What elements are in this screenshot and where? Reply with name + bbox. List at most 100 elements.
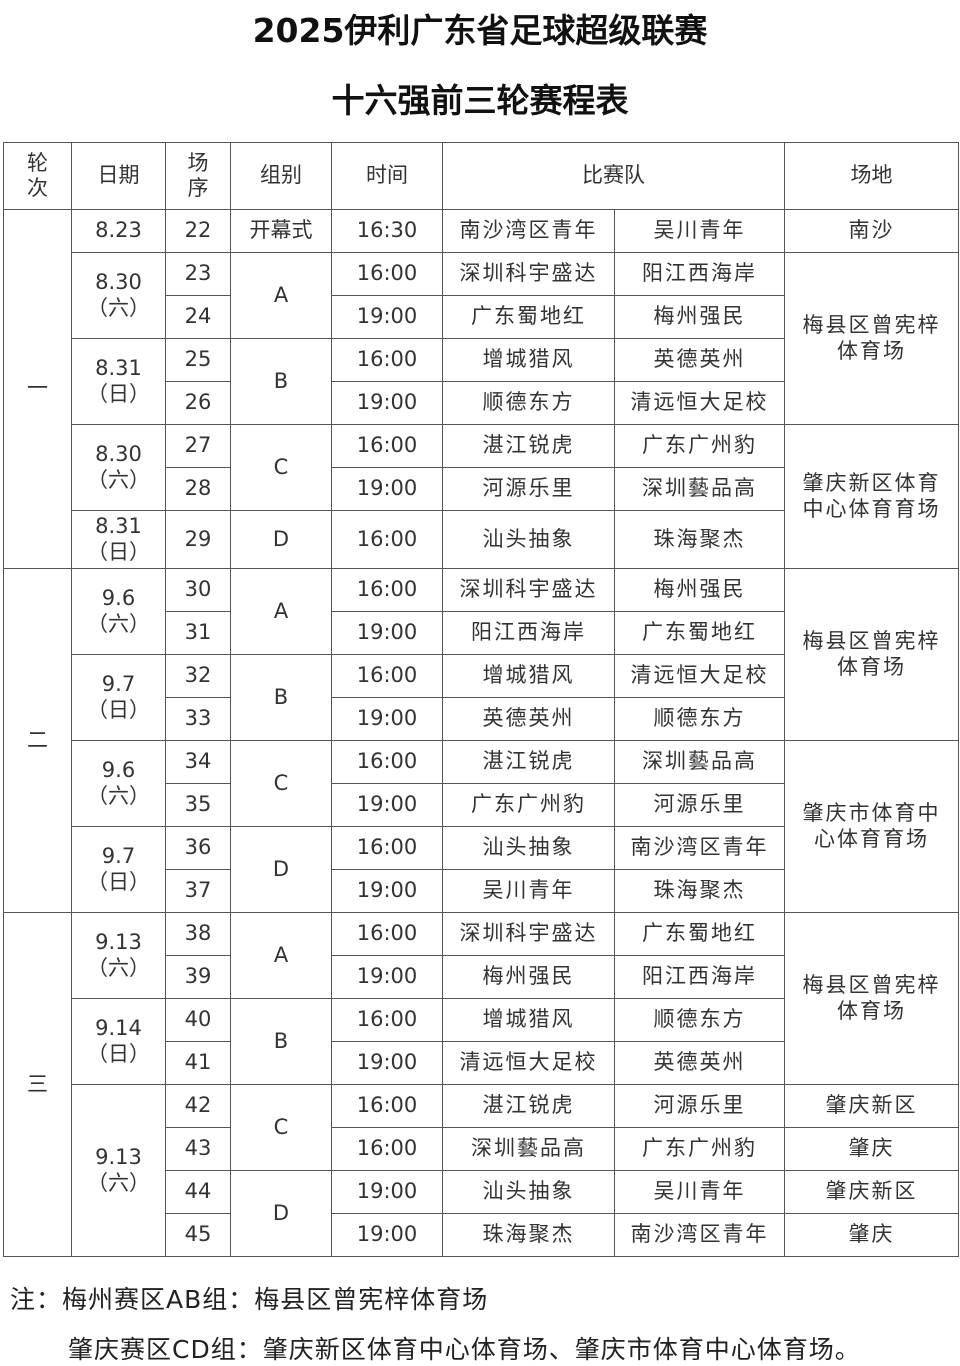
venue-cell: 梅县区曾宪梓 体育场 bbox=[784, 568, 959, 741]
time-cell: 19:00 bbox=[331, 955, 443, 999]
home-team-cell: 湛江锐虎 bbox=[442, 740, 615, 784]
away-team-cell: 河源乐里 bbox=[614, 783, 785, 827]
away-team-cell: 深圳藝品高 bbox=[614, 467, 785, 511]
group-cell: B bbox=[230, 654, 332, 741]
header-round: 轮 次 bbox=[3, 142, 72, 210]
group-cell: A bbox=[230, 912, 332, 999]
time-cell: 19:00 bbox=[331, 381, 443, 425]
home-team-cell: 汕头抽象 bbox=[442, 1170, 615, 1214]
date-value: 9.7 bbox=[101, 672, 136, 697]
date-cell: 8.30 （六） bbox=[71, 424, 166, 511]
time-cell: 16:00 bbox=[331, 826, 443, 870]
header-teams: 比赛队 bbox=[442, 142, 785, 210]
date-value: 9.6 bbox=[101, 758, 136, 783]
date-value: 9.7 bbox=[101, 844, 136, 869]
away-team-cell: 广东蜀地红 bbox=[614, 611, 785, 655]
table-row: 8.31 （日） 25 B 16:00 增城猎风 英德英州 bbox=[4, 338, 959, 425]
match-no-cell: 22 bbox=[165, 209, 231, 253]
home-team-cell: 湛江锐虎 bbox=[442, 1084, 615, 1128]
time-cell: 19:00 bbox=[331, 1170, 443, 1214]
weekday-value: （日） bbox=[87, 1041, 150, 1066]
home-team-cell: 南沙湾区青年 bbox=[442, 209, 615, 253]
date-value: 8.30 bbox=[95, 442, 142, 467]
match-no-cell: 33 bbox=[165, 697, 231, 741]
match-no-cell: 34 bbox=[165, 740, 231, 784]
weekday-value: （六） bbox=[87, 783, 150, 808]
header-match-no: 场 序 bbox=[165, 142, 231, 210]
date-cell: 8.23 bbox=[71, 209, 166, 253]
group-cell: A bbox=[230, 252, 332, 339]
time-cell: 16:00 bbox=[331, 338, 443, 382]
table-row: 8.30 （六） 27 C 16:00 湛江锐虎 广东广州豹 肇庆新区体育 中心体育育场 bbox=[4, 424, 959, 569]
home-team-cell: 广东蜀地红 bbox=[442, 295, 615, 339]
venue-cell: 梅县区曾宪梓 体育场 bbox=[784, 912, 959, 1085]
time-cell: 16:00 bbox=[331, 568, 443, 612]
away-team-cell: 梅州强民 bbox=[614, 568, 785, 612]
venue-cell: 肇庆新区体育 中心体育育场 bbox=[784, 424, 959, 569]
table-row: 35 19:00 广东广州豹 河源乐里 bbox=[4, 783, 959, 827]
away-team-cell: 深圳藝品高 bbox=[614, 740, 785, 784]
document-title: 2025伊利广东省足球超级联赛 bbox=[252, 11, 708, 50]
date-value: 9.13 bbox=[95, 1145, 142, 1170]
time-cell: 16:00 bbox=[331, 1084, 443, 1128]
table-row: 45 19:00 珠海聚杰 南沙湾区青年 肇庆 bbox=[4, 1213, 959, 1257]
date-cell: 9.14 （日） bbox=[71, 998, 166, 1085]
time-cell: 19:00 bbox=[331, 611, 443, 655]
away-team-cell: 清远恒大足校 bbox=[614, 654, 785, 698]
venue-cell: 肇庆新区 bbox=[784, 1170, 959, 1214]
time-cell: 16:00 bbox=[331, 740, 443, 784]
time-cell: 16:00 bbox=[331, 998, 443, 1042]
match-no-cell: 31 bbox=[165, 611, 231, 655]
away-team-cell: 广东广州豹 bbox=[614, 1127, 785, 1171]
venue-cell: 肇庆市体育中 心体育育场 bbox=[784, 740, 959, 913]
table-row: 28 19:00 河源乐里 深圳藝品高 bbox=[4, 467, 959, 511]
date-cell: 9.7 （日） bbox=[71, 654, 166, 741]
date-value: 8.23 bbox=[95, 218, 142, 243]
time-cell: 19:00 bbox=[331, 869, 443, 913]
home-team-cell: 清远恒大足校 bbox=[442, 1041, 615, 1085]
away-team-cell: 广东广州豹 bbox=[614, 424, 785, 468]
group-cell: C bbox=[230, 740, 332, 827]
time-cell: 16:00 bbox=[331, 654, 443, 698]
round-cell: 二 bbox=[3, 568, 72, 913]
date-cell: 8.31 （日） bbox=[71, 338, 166, 425]
table-row: 9.13 （六） 42 C 16:00 湛江锐虎 河源乐里 肇庆新区 bbox=[4, 1084, 959, 1257]
match-no-cell: 32 bbox=[165, 654, 231, 698]
home-team-cell: 深圳科宇盛达 bbox=[442, 252, 615, 296]
away-team-cell: 梅州强民 bbox=[614, 295, 785, 339]
weekday-value: （日） bbox=[87, 539, 150, 564]
match-no-cell: 45 bbox=[165, 1213, 231, 1257]
date-cell: 9.13 （六） bbox=[71, 1084, 166, 1257]
home-team-cell: 阳江西海岸 bbox=[442, 611, 615, 655]
away-team-cell: 吴川青年 bbox=[614, 209, 785, 253]
match-no-cell: 26 bbox=[165, 381, 231, 425]
time-cell: 19:00 bbox=[331, 697, 443, 741]
group-cell: D bbox=[230, 1170, 332, 1257]
home-team-cell: 顺德东方 bbox=[442, 381, 615, 425]
date-value: 9.14 bbox=[95, 1016, 142, 1041]
date-value: 9.6 bbox=[101, 586, 136, 611]
header-group: 组别 bbox=[230, 142, 332, 210]
home-team-cell: 深圳藝品高 bbox=[442, 1127, 615, 1171]
date-value: 8.31 bbox=[95, 356, 142, 381]
weekday-value: （六） bbox=[87, 1170, 150, 1195]
away-team-cell: 顺德东方 bbox=[614, 998, 785, 1042]
home-team-cell: 深圳科宇盛达 bbox=[442, 568, 615, 612]
away-team-cell: 南沙湾区青年 bbox=[614, 826, 785, 870]
header-venue: 场地 bbox=[784, 142, 959, 210]
weekday-value: （日） bbox=[87, 381, 150, 406]
group-cell: C bbox=[230, 424, 332, 511]
time-cell: 16:00 bbox=[331, 912, 443, 956]
table-row: 39 19:00 梅州强民 阳江西海岸 bbox=[4, 955, 959, 999]
group-cell: A bbox=[230, 568, 332, 655]
away-team-cell: 南沙湾区青年 bbox=[614, 1213, 785, 1257]
match-no-cell: 29 bbox=[165, 510, 231, 569]
weekday-value: （六） bbox=[87, 955, 150, 980]
away-team-cell: 英德英州 bbox=[614, 1041, 785, 1085]
time-cell: 19:00 bbox=[331, 295, 443, 339]
match-no-cell: 30 bbox=[165, 568, 231, 612]
match-no-cell: 28 bbox=[165, 467, 231, 511]
venue-cell: 肇庆 bbox=[784, 1213, 959, 1257]
match-no-cell: 39 bbox=[165, 955, 231, 999]
table-row: 三 9.13 （六） 38 A 16:00 深圳科宇盛达 广东蜀地红 梅县区曾宪梓 体育场 bbox=[3, 912, 959, 1257]
